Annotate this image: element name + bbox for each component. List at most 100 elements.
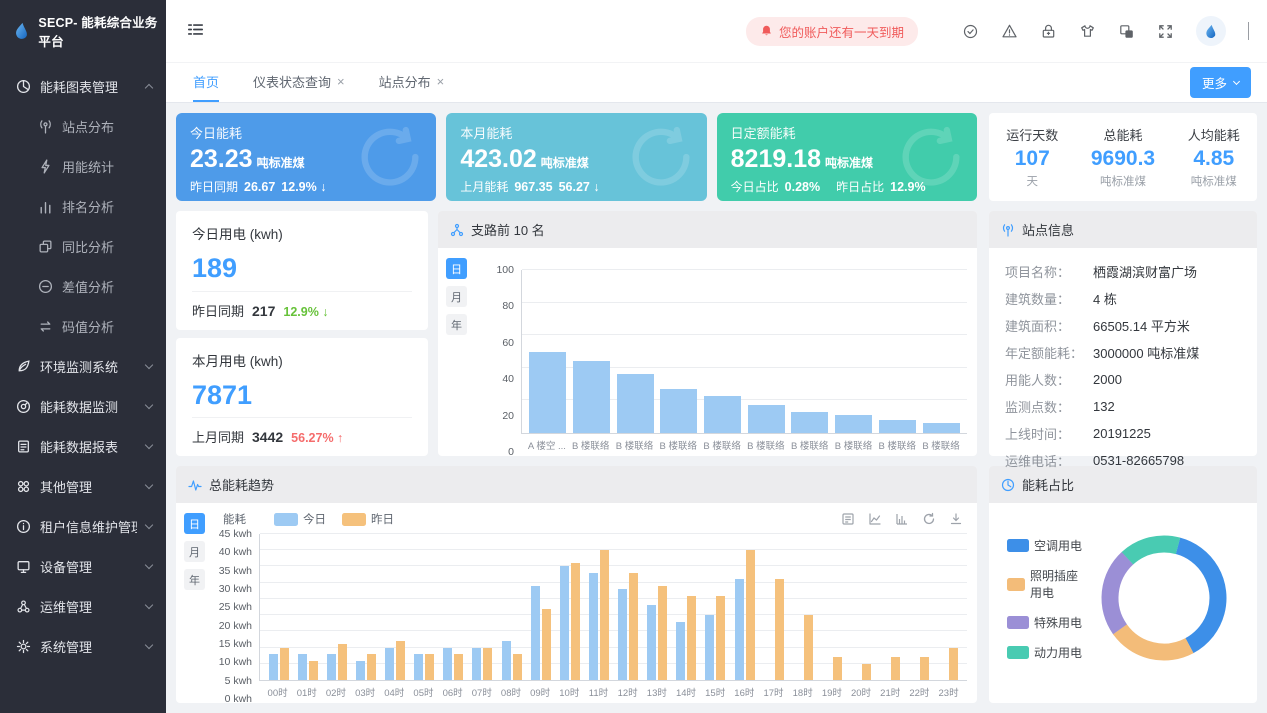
- sidebar-item-label: 用能统计: [62, 159, 115, 175]
- panel-title: 总能耗趋势: [209, 478, 275, 493]
- sidebar-item-code-value-analysis[interactable]: 码值分析: [0, 306, 166, 346]
- bar-group: [793, 534, 813, 680]
- x-tick-label: 04时: [384, 688, 405, 699]
- trend-period-toggle: 日 月 年: [182, 511, 211, 699]
- tab-home[interactable]: 首页: [193, 63, 220, 102]
- total-energy-trend-panel: 总能耗趋势 日 月 年 能耗: [176, 466, 977, 705]
- x-tick-label: 23时: [938, 688, 959, 699]
- bar: [425, 654, 435, 680]
- row-label: 监测点数：: [1005, 400, 1071, 415]
- bar: [529, 351, 567, 433]
- sidebar-item-difference-analysis[interactable]: 差值分析: [0, 266, 166, 306]
- sidebar-item-ops-mgmt[interactable]: 运维管理: [0, 586, 166, 626]
- legend-item-today[interactable]: 今日: [274, 511, 326, 527]
- tab-meter-status[interactable]: 仪表状态查询 ×: [253, 63, 345, 102]
- legend-swatch: [1007, 646, 1029, 659]
- bell-icon: [762, 25, 771, 36]
- bar: [308, 660, 318, 680]
- bar: [745, 550, 755, 680]
- bar: [832, 657, 842, 680]
- toggle-month[interactable]: 月: [446, 286, 467, 307]
- tab-bar: 首页 仪表状态查询 × 站点分布 × 更多: [166, 62, 1267, 103]
- warning-triangle-icon[interactable]: [1001, 23, 1018, 40]
- logo: SECP- 能耗综合业务平台: [0, 0, 166, 62]
- x-axis: 00时 01时 02时 03时 04时 05时 06时 07时 08时 09时 10时 11时 12时 1…: [259, 681, 967, 699]
- lock-icon[interactable]: [1040, 23, 1057, 40]
- sidebar-item-label: 能耗图表管理: [40, 79, 119, 95]
- minus-circle-icon: [38, 279, 53, 293]
- stat-value: 9690.3: [1090, 147, 1156, 170]
- y-tick-label: 80: [502, 300, 514, 313]
- pie-chart-icon: [16, 79, 31, 93]
- sidebar-collapse-icon[interactable]: [186, 20, 205, 42]
- bar: [541, 608, 551, 680]
- x-tick-label: 06时: [442, 688, 463, 699]
- tab-close-icon[interactable]: ×: [337, 74, 345, 89]
- sidebar-item-energy-data-monitoring[interactable]: 能耗数据监测: [0, 386, 166, 426]
- bar-group: [922, 270, 960, 433]
- toggle-month[interactable]: 月: [184, 541, 205, 562]
- theme-skin-icon[interactable]: [1079, 23, 1096, 40]
- panel-header: 支路前 10 名: [438, 211, 977, 248]
- sidebar-item-device-mgmt[interactable]: 设备管理: [0, 546, 166, 586]
- x-tick-label: 21时: [880, 688, 901, 699]
- data-view-icon[interactable]: [841, 512, 855, 526]
- sidebar-item-site-distribution[interactable]: 站点分布: [0, 106, 166, 146]
- today-electricity-panel: 今日用电 (kwh) 189 昨日同期 217 12.9% ↓: [176, 211, 428, 330]
- x-tick-label: B 楼联络: [834, 441, 873, 452]
- total-energy-trend-chart: 能耗 今日 昨日: [211, 511, 967, 705]
- sidebar-item-energy-chart-mgmt[interactable]: 能耗图表管理: [0, 66, 166, 106]
- user-menu-caret-icon[interactable]: [1248, 22, 1249, 40]
- toggle-day[interactable]: 日: [446, 258, 467, 279]
- bar-group: [472, 534, 493, 680]
- save-image-icon[interactable]: [949, 512, 963, 526]
- legend-item-power[interactable]: 动力用电: [1007, 644, 1089, 661]
- copy-pages-icon[interactable]: [1118, 23, 1135, 40]
- sidebar-item-energy-data-reports[interactable]: 能耗数据报表: [0, 426, 166, 466]
- branch-icon: [450, 223, 464, 236]
- stat-label: 人均能耗: [1187, 128, 1240, 143]
- sidebar-item-tenant-info-mgmt[interactable]: 租户信息维护管理: [0, 506, 166, 546]
- notice-text: 您的账户还有一天到期: [778, 25, 904, 40]
- sidebar-item-yoy-analysis[interactable]: 同比分析: [0, 226, 166, 266]
- restore-icon[interactable]: [922, 512, 936, 526]
- sidebar-item-system-mgmt[interactable]: 系统管理: [0, 626, 166, 666]
- more-tabs-button[interactable]: 更多: [1189, 67, 1251, 98]
- legend-item-yesterday[interactable]: 昨日: [342, 511, 394, 527]
- toggle-year[interactable]: 年: [446, 314, 467, 335]
- audit-seal-icon[interactable]: [962, 23, 979, 40]
- card-sub-label: 昨日同期: [190, 180, 239, 194]
- legend-item-special[interactable]: 特殊用电: [1007, 614, 1089, 631]
- toggle-day[interactable]: 日: [184, 513, 205, 534]
- bar: [443, 647, 453, 680]
- user-avatar[interactable]: [1196, 16, 1226, 46]
- tab-close-icon[interactable]: ×: [436, 74, 445, 89]
- header-actions: 您的账户还有一天到期: [745, 16, 1249, 46]
- bar-group: [297, 534, 318, 680]
- tab-label: 仪表状态查询: [253, 75, 332, 90]
- y-tick-label: 15 kwh: [218, 638, 252, 650]
- sidebar-item-ranking-analysis[interactable]: 排名分析: [0, 186, 166, 226]
- sidebar-item-env-monitoring[interactable]: 环境监测系统: [0, 346, 166, 386]
- fullscreen-icon[interactable]: [1157, 23, 1174, 40]
- account-expiry-notice[interactable]: 您的账户还有一天到期: [745, 16, 918, 46]
- card-title: 本月能耗: [460, 126, 513, 141]
- bar: [949, 647, 959, 680]
- chart-legend: 今日 昨日: [274, 511, 394, 527]
- four-circles-icon: [17, 480, 30, 492]
- legend-item-lighting[interactable]: 照明插座用电: [1007, 567, 1089, 601]
- bar-group: [355, 534, 376, 680]
- stat-value: 4.85: [1193, 147, 1235, 170]
- toggle-year[interactable]: 年: [184, 569, 205, 590]
- sidebar-item-energy-usage-stats[interactable]: 用能统计: [0, 146, 166, 186]
- legend-swatch: [274, 512, 298, 526]
- y-tick-label: 20 kwh: [218, 619, 252, 632]
- tab-site-distribution[interactable]: 站点分布 ×: [379, 63, 445, 102]
- sidebar-item-other-mgmt[interactable]: 其他管理: [0, 466, 166, 506]
- line-chart-toggle-icon[interactable]: [868, 512, 882, 526]
- bar-chart-toggle-icon[interactable]: [895, 512, 909, 526]
- legend-swatch: [342, 512, 366, 526]
- dashboard-content: 今日能耗 23.23 吨标准煤 昨日同期 26.67 12.9% ↓ 本月能耗 423…: [166, 103, 1267, 713]
- legend-item-hvac[interactable]: 空调用电: [1007, 537, 1089, 554]
